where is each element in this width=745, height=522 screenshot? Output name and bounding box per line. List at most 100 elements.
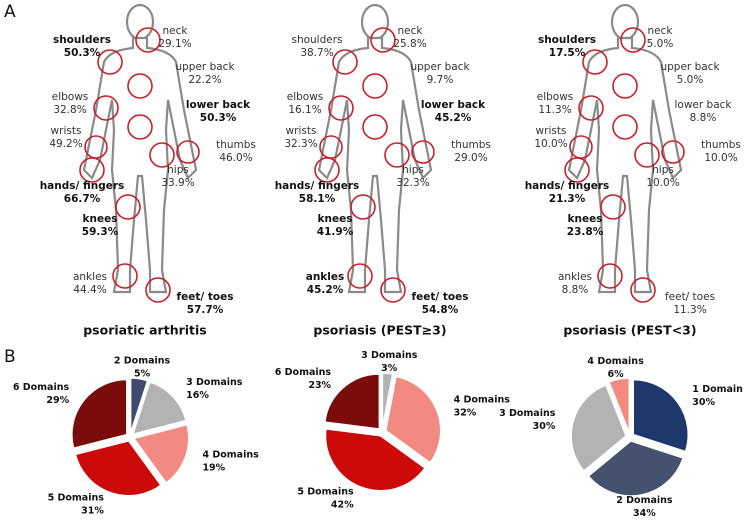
pie-slice (132, 423, 190, 484)
joint-value: 25.8% (393, 38, 426, 50)
joint-value: 54.8% (422, 304, 459, 316)
slice-value-label: 3% (381, 363, 398, 374)
joint-name: elbows (287, 91, 324, 103)
joint-value: 10.0% (534, 138, 567, 150)
joint-value: 16.1% (288, 104, 321, 116)
joint-value: 57.7% (187, 304, 224, 316)
pie-slice (324, 427, 427, 492)
slice-category: 5 Domains (48, 492, 105, 503)
slice-value-label: 29% (46, 395, 69, 406)
slice-category: 4 Domains (202, 450, 259, 461)
joint-name: elbows (537, 91, 574, 103)
joint-value: 50.3% (200, 112, 237, 124)
slice-value-label: 31% (81, 505, 104, 516)
joint-name: hands/ fingers (275, 180, 360, 192)
slice-category: 4 Domains (587, 356, 644, 367)
joint-value: 9.7% (427, 74, 454, 86)
joint-name: hips (652, 164, 674, 176)
joint-value: 33.9% (161, 177, 194, 189)
pie-slice (131, 381, 188, 436)
slice-value-label: 16% (186, 390, 209, 401)
slice-value-label: 6% (608, 369, 625, 380)
joint-name: shoulders (53, 34, 111, 46)
joint-name: knees (83, 213, 118, 225)
joint-name: thumbs (451, 139, 491, 151)
slice-value-label: 23% (308, 380, 331, 391)
slice-category: 2 Domains (616, 495, 673, 506)
diagram-title: psoriasis (PEST≥3) (313, 323, 446, 338)
joint-name: knees (568, 213, 603, 225)
slice-value-label: 32% (454, 407, 477, 418)
joint-value: 5.0% (677, 74, 704, 86)
joint-value: 45.2% (435, 112, 472, 124)
joint-name: neck (163, 25, 189, 37)
diagram-title: psoriasis (PEST<3) (563, 323, 696, 338)
joint-name: neck (398, 25, 424, 37)
joint-name: shoulders (291, 34, 342, 46)
pie-slice (384, 375, 442, 464)
joint-value: 8.8% (562, 284, 589, 296)
slice-category: 3 Domains (499, 408, 556, 419)
pie-charts: 2 Domains 5% 3 Domains 16% 4 Domains 19% 5 Dom… (13, 350, 743, 519)
joint-name: lower back (186, 99, 251, 111)
joint-value: 11.3% (673, 304, 706, 316)
joint-value: 21.3% (549, 193, 586, 205)
joint-name: hands/ fingers (525, 180, 610, 192)
joint-value: 50.3% (64, 47, 101, 59)
joint-name: feet/ toes (412, 291, 469, 303)
joint-value: 11.3% (538, 104, 571, 116)
joint-value: 41.9% (317, 226, 354, 238)
slice-category: 6 Domains (275, 367, 332, 378)
joint-name: elbows (52, 91, 89, 103)
joint-value: 10.0% (704, 152, 737, 164)
slice-value-label: 5% (134, 368, 151, 379)
joint-value: 32.3% (396, 177, 429, 189)
joint-name: wrists (286, 125, 317, 137)
pie-slice (74, 439, 163, 497)
joint-name: knees (318, 213, 353, 225)
slice-value-label: 30% (692, 397, 715, 408)
joint-name: hips (402, 164, 424, 176)
joint-name: hands/ fingers (40, 180, 125, 192)
joint-value: 66.7% (64, 193, 101, 205)
panel-label: A (4, 2, 16, 22)
panel-label: B (4, 347, 16, 367)
joint-name: feet/ toes (665, 291, 715, 303)
slice-category: 1 Domain (692, 384, 743, 395)
slice-value-label: 30% (533, 421, 556, 432)
joint-value: 10.0% (646, 177, 679, 189)
joint-value: 59.3% (82, 226, 119, 238)
joint-name: hips (167, 164, 189, 176)
joint-value: 22.2% (188, 74, 221, 86)
pie-slice (570, 383, 628, 473)
joint-name: ankles (73, 271, 107, 283)
diagram-title: psoriatic arthritis (83, 323, 207, 338)
joint-value: 38.7% (300, 47, 333, 59)
joint-name: wrists (51, 125, 82, 137)
slice-value-label: 19% (202, 463, 225, 474)
joint-name: wrists (536, 125, 567, 137)
joint-name: feet/ toes (177, 291, 234, 303)
joint-value: 29.0% (454, 152, 487, 164)
pie-slice (129, 377, 149, 434)
joint-name: thumbs (701, 139, 741, 151)
pie-slice (71, 378, 128, 450)
joint-name: ankles (558, 271, 592, 283)
pie-slice (632, 378, 689, 453)
slice-category: 2 Domains (114, 355, 171, 366)
slice-category: 3 Domains (361, 350, 418, 361)
joint-name: upper back (410, 61, 470, 73)
joint-value: 44.4% (73, 284, 106, 296)
joint-value: 46.0% (219, 152, 252, 164)
slice-category: 5 Domains (297, 487, 354, 498)
pie-slice (381, 372, 394, 429)
joint-value: 58.1% (299, 193, 336, 205)
slice-category: 4 Domains (454, 394, 511, 405)
joint-value: 5.0% (647, 38, 674, 50)
joint-name: upper back (175, 61, 235, 73)
